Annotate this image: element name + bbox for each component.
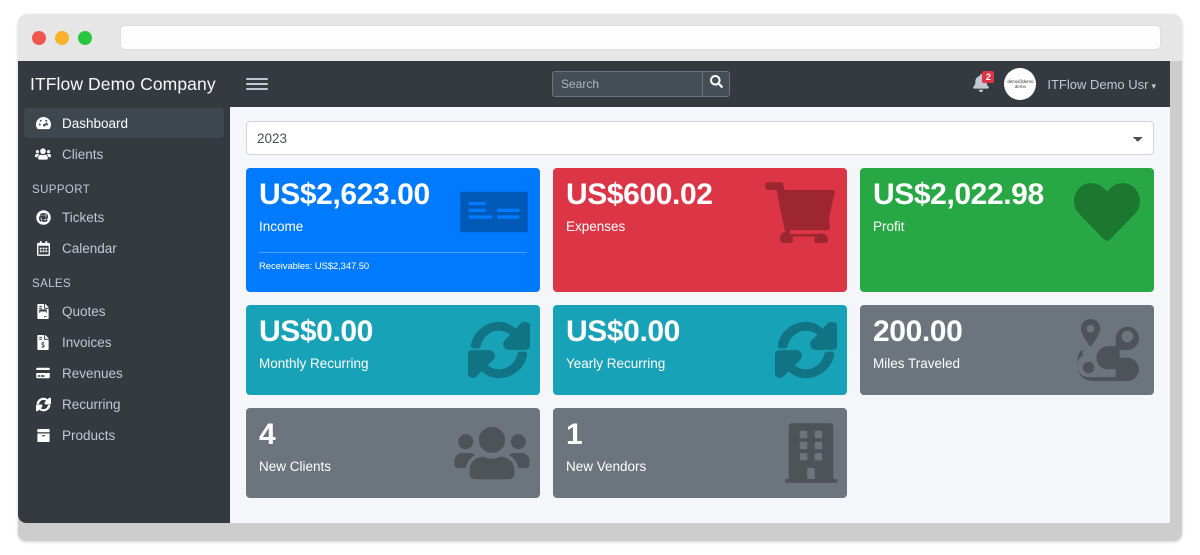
sidebar-section-sales: SALES — [32, 278, 72, 290]
browser-titlebar — [18, 14, 1182, 61]
stat-card-value: US$0.00 — [259, 315, 373, 348]
avatar-line-1: demo@demo — [1007, 79, 1034, 84]
sidebar-item-label: Calendar — [62, 240, 117, 256]
address-bar[interactable] — [120, 25, 1161, 50]
box-icon — [32, 428, 54, 442]
sidebar-item-label: Tickets — [62, 209, 105, 225]
stat-card-label: Profit — [873, 219, 905, 235]
heart-icon — [1070, 179, 1144, 245]
stat-card-row-3: 4 New Clients 1 New Vendors — [246, 408, 1154, 498]
user-name-label: ITFlow Demo Usr — [1047, 76, 1149, 92]
search-input[interactable] — [552, 71, 702, 97]
credit-card-icon — [32, 367, 54, 379]
topbar-right-actions: 2 demo@demo demo ITFlow Demo Usr ▾ — [973, 68, 1156, 100]
maximize-window-button[interactable] — [78, 30, 92, 45]
sidebar-item-calendar[interactable]: Calendar — [24, 233, 224, 263]
sidebar-item-revenues[interactable]: Revenues — [24, 358, 224, 388]
search-button[interactable] — [702, 71, 730, 97]
stat-card-miles-traveled[interactable]: 200.00 Miles Traveled — [860, 305, 1154, 395]
stat-card-label: Miles Traveled — [873, 356, 961, 372]
notifications-button[interactable]: 2 — [973, 71, 995, 94]
calendar-icon — [32, 240, 54, 256]
sidebar-item-invoices[interactable]: Invoices — [24, 327, 224, 357]
stat-card-label: New Clients — [259, 459, 332, 475]
sidebar-section-support: SUPPORT — [32, 184, 91, 196]
stat-card-row-3-spacer — [860, 408, 1154, 498]
stat-card-new-clients[interactable]: 4 New Clients — [246, 408, 540, 498]
page-viewport: ITFlow Demo Company Dashboard Clients SU… — [18, 61, 1182, 541]
stat-card-expenses[interactable]: US$600.02 Expenses — [553, 168, 847, 292]
user-menu-button[interactable]: ITFlow Demo Usr ▾ — [1047, 77, 1156, 92]
avatar-line-2: demo — [1014, 84, 1027, 89]
sidebar-item-label: Revenues — [62, 365, 123, 381]
year-filter-select[interactable]: 2023 — [246, 121, 1154, 155]
sidebar: ITFlow Demo Company Dashboard Clients SU… — [18, 61, 230, 523]
hamburger-menu-icon[interactable] — [246, 73, 268, 95]
stat-card-label: Monthly Recurring — [259, 356, 369, 372]
sync-icon — [775, 319, 837, 381]
close-window-button[interactable] — [32, 30, 46, 45]
stat-card-row-1: US$2,623.00 Income Receivables: US$2,347… — [246, 168, 1154, 292]
sidebar-item-label: Quotes — [62, 303, 106, 319]
search-icon — [709, 75, 723, 93]
sidebar-item-label: Recurring — [62, 396, 121, 412]
stat-card-value: 1 — [566, 418, 583, 451]
shopping-cart-icon — [763, 181, 837, 243]
stat-card-income[interactable]: US$2,623.00 Income Receivables: US$2,347… — [246, 168, 540, 292]
stat-card-yearly-recurring[interactable]: US$0.00 Yearly Recurring — [553, 305, 847, 395]
sidebar-item-recurring[interactable]: Recurring — [24, 389, 224, 419]
stat-card-value: US$600.02 — [566, 178, 713, 211]
stat-card-label: Expenses — [566, 219, 626, 235]
gauge-icon — [32, 116, 54, 131]
users-icon — [454, 423, 530, 483]
sync-icon — [468, 319, 530, 381]
stat-card-footer: Receivables: US$2,347.50 — [259, 251, 527, 272]
file-invoice-icon — [32, 303, 54, 319]
sidebar-item-tickets[interactable]: Tickets — [24, 202, 224, 232]
sidebar-item-quotes[interactable]: Quotes — [24, 296, 224, 326]
sidebar-item-label: Invoices — [62, 334, 112, 350]
sidebar-item-dashboard[interactable]: Dashboard — [24, 108, 224, 138]
brand-title: ITFlow Demo Company — [30, 73, 216, 94]
users-icon — [32, 147, 54, 161]
file-invoice-dollar-icon — [32, 334, 54, 350]
stat-card-row-2: US$0.00 Monthly Recurring US$0.00 Yearly… — [246, 305, 1154, 395]
chevron-down-icon: ▾ — [1151, 80, 1156, 91]
building-icon — [785, 422, 837, 484]
sidebar-item-clients[interactable]: Clients — [24, 139, 224, 169]
stat-card-value: 200.00 — [873, 315, 963, 348]
stat-card-value: US$2,022.98 — [873, 178, 1044, 211]
money-check-icon — [458, 185, 530, 239]
stat-card-value: US$2,623.00 — [259, 178, 430, 211]
sidebar-item-label: Clients — [62, 146, 104, 162]
life-ring-icon — [32, 209, 54, 225]
stat-card-value: 4 — [259, 418, 276, 451]
stat-card-profit[interactable]: US$2,022.98 Profit — [860, 168, 1154, 292]
stat-card-new-vendors[interactable]: 1 New Vendors — [553, 408, 847, 498]
main-column: 2 demo@demo demo ITFlow Demo Usr▾ — [230, 61, 1170, 523]
stat-card-value: US$0.00 — [566, 315, 680, 348]
app-shell: ITFlow Demo Company Dashboard Clients SU… — [18, 61, 1170, 523]
sidebar-item-label: Dashboard — [62, 115, 129, 131]
sync-icon — [32, 397, 54, 412]
sidebar-item-products[interactable]: Products — [24, 420, 224, 450]
sidebar-item-label: Products — [62, 427, 116, 443]
stat-card-monthly-recurring[interactable]: US$0.00 Monthly Recurring — [246, 305, 540, 395]
notification-badge: 2 — [982, 71, 995, 83]
route-icon — [1072, 319, 1144, 381]
search-box — [552, 71, 730, 97]
dashboard-content: 2023 US$2,623.00 Income Receivables: US$… — [230, 107, 1170, 523]
stat-card-label: New Vendors — [566, 459, 647, 475]
minimize-window-button[interactable] — [55, 30, 69, 45]
stat-card-label: Yearly Recurring — [566, 356, 666, 372]
avatar[interactable]: demo@demo demo — [1004, 68, 1037, 100]
stat-card-label: Income — [259, 219, 304, 235]
browser-window: ITFlow Demo Company Dashboard Clients SU… — [18, 14, 1182, 541]
topbar: 2 demo@demo demo ITFlow Demo Usr▾ — [230, 61, 1170, 107]
